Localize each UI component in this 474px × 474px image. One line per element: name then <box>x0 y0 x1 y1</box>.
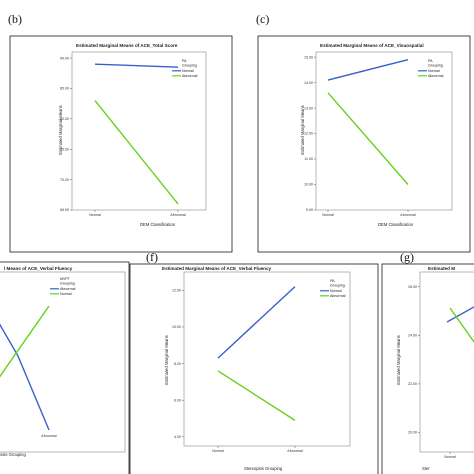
panel-4-y-tick-label: 26.00 <box>408 285 417 289</box>
panel-1-y-tick-label: 14.00 <box>304 81 313 85</box>
panel-0-legend-label: Normal <box>182 69 194 73</box>
panel-g-letter: (g) <box>400 250 414 264</box>
panel-4-y-axis-label: Estimated Marginal Means <box>396 335 401 385</box>
panel-4-title: Estimated M <box>428 266 455 271</box>
panel-0-title: Estimated Marginal Means of ACE_Total Sc… <box>76 43 178 48</box>
panel-1-y-tick-label: 15.00 <box>304 55 313 59</box>
panel-3-y-axis-label: Estimated Marginal Means <box>164 335 169 385</box>
panel-3-x-tick-label: Abnormal <box>287 449 303 453</box>
panel-0-y-tick-label: 65.00 <box>60 208 69 212</box>
panel-1-y-tick-label: 9.00 <box>306 208 313 212</box>
panel-3-x-axis-label: Stereopsis Grouping <box>244 466 283 471</box>
panel-4-y-tick-label: 24.00 <box>408 333 417 337</box>
panel-3-y-tick-label: 6.00 <box>174 398 181 402</box>
panel-2-series-line-1 <box>0 305 50 378</box>
panel-4-y-tick-label: 20.00 <box>408 431 417 435</box>
panel-0-x-tick-label: Abnormal <box>170 213 186 217</box>
panel-2-series-line-0b <box>17 355 50 431</box>
panel-4-plot-area <box>419 271 474 453</box>
panel-b-letter: (b) <box>8 12 22 26</box>
panel-2-legend-label: Abnormal <box>60 287 76 291</box>
panel-2-legend-title: MVPT <box>60 277 71 281</box>
panel-3-x-tick-label: Normal <box>212 449 224 453</box>
panel-1-y-axis-label: Estimated Marginal Means <box>300 105 305 155</box>
panel-0-series-line-0 <box>94 63 179 68</box>
panel-1-legend-label: Normal <box>428 69 440 73</box>
panel-4-x-axis-label: Ster <box>422 466 430 471</box>
panel-3-series-line-0 <box>217 286 296 359</box>
panel-1-x-tick-label: Normal <box>322 213 334 217</box>
panel-1-y-tick-label: 12.00 <box>304 132 313 136</box>
panel-3-legend-label: Normal <box>330 289 342 293</box>
panel-3-legend-title: Grouping <box>330 284 345 288</box>
panel-0-y-tick-label: 90.00 <box>60 56 69 60</box>
panel-0-y-tick-label: 85.00 <box>60 87 69 91</box>
panel-2-legend-label: Normal <box>60 292 72 296</box>
panel-1-x-tick-label: Abnormal <box>400 213 416 217</box>
panel-0-x-tick-label: Normal <box>89 213 101 217</box>
panel-1-y-tick-label: 13.00 <box>304 106 313 110</box>
panel-2-series-line-0 <box>0 323 19 357</box>
panel-0-plot-area <box>71 51 207 211</box>
panel-1-x-axis-label: DEM Classification <box>378 222 414 227</box>
panel-1-y-tick-label: 11.00 <box>304 157 313 161</box>
panel-1-legend-title: PA <box>428 59 433 63</box>
panel-4-series-line-0 <box>446 306 474 323</box>
panel-1-legend-label: Abnormal <box>428 74 444 78</box>
panel-0-legend-title: PA <box>182 59 187 63</box>
panel-4-x-tick-label: Normal <box>444 455 456 459</box>
panel-2-legend-title: Grouping <box>60 282 75 286</box>
panel-0-series-line-1 <box>94 100 179 205</box>
panel-0-legend-title: Grouping <box>182 64 197 68</box>
panel-4-y-tick-label: 22.00 <box>408 382 417 386</box>
panel-0-y-tick-label: 75.00 <box>60 147 69 151</box>
panel-0-legend-label: Abnormal <box>182 74 198 78</box>
panel-3-y-tick-label: 8.00 <box>174 362 181 366</box>
panel-3-y-tick-label: 12.00 <box>172 289 181 293</box>
panel-2-plot-area <box>0 271 126 453</box>
panel-0-y-tick-label: 70.00 <box>60 178 69 182</box>
panel-2-x-tick-label: Abnormal <box>41 434 57 438</box>
panel-3-title: Estimated Marginal Means of ACE_Verbal F… <box>162 266 272 271</box>
panel-1-series-line-1 <box>327 92 409 185</box>
panel-3-y-tick-label: 10.00 <box>172 325 181 329</box>
panel-1-y-tick-label: 10.00 <box>304 183 313 187</box>
panel-3-plot-area <box>183 271 351 447</box>
panel-3-y-tick-label: 4.00 <box>174 435 181 439</box>
panel-f-letter: (f) <box>146 250 158 264</box>
panel-1-legend-title: Grouping <box>428 64 443 68</box>
panel-3-series-line-1 <box>217 370 296 421</box>
panel-2-title: l Means of ACE_Verbal Fluency <box>4 266 73 271</box>
panel-4-series-line-1 <box>449 307 474 343</box>
panel-3-legend-title: PA <box>330 279 335 283</box>
panel-c-letter: (c) <box>256 12 270 26</box>
panel-1-series-line-0 <box>327 58 409 81</box>
panel-3-legend-label: Abnormal <box>330 294 346 298</box>
panel-2-x-axis-label: osis Grouping <box>0 452 27 457</box>
panel-0-x-axis-label: DEM Classification <box>140 222 176 227</box>
panel-0-y-tick-label: 80.00 <box>60 117 69 121</box>
panel-1-plot-area <box>315 51 453 211</box>
panel-0-y-axis-label: Estimated Marginal Means <box>58 105 63 155</box>
panel-1-title: Estimated Marginal Means of ACE_Visuospa… <box>320 43 424 48</box>
